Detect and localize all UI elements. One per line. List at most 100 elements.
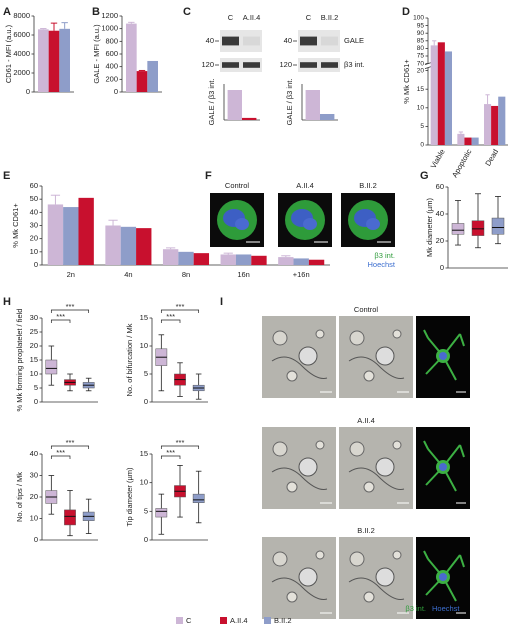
bar — [235, 254, 252, 265]
mw-marker: 120 — [279, 60, 292, 69]
blot-strip — [220, 30, 262, 52]
blot-band — [300, 62, 317, 68]
y-axis-label: Mk diameter (µm) — [425, 198, 434, 257]
y-tick-label: 20 — [30, 341, 38, 350]
y-axis-label: CD61 - MFI (a.u.) — [4, 24, 13, 83]
significance-label: *** — [176, 438, 185, 447]
panel-label: C — [183, 6, 191, 18]
micrograph — [277, 192, 333, 248]
y-tick-label: 90 — [417, 30, 425, 37]
lane-label: B.II.2 — [321, 13, 339, 22]
micrograph — [340, 192, 396, 248]
y-tick-label: 800 — [105, 36, 118, 45]
panel-label: B — [92, 6, 100, 18]
micrograph — [261, 315, 337, 399]
bar — [444, 51, 452, 145]
y-tick-label: 5 — [144, 506, 148, 515]
micrograph — [338, 536, 414, 620]
micrograph — [209, 192, 265, 248]
mw-marker: 40 — [284, 36, 292, 45]
y-tick-label: 0 — [34, 260, 38, 269]
x-tick-label: +16n — [293, 270, 310, 279]
micrograph — [338, 426, 414, 510]
blot-band — [243, 62, 260, 68]
y-axis-label: No. of tips / Mk — [15, 472, 24, 522]
y-tick-label: 15 — [140, 313, 148, 322]
panel-label: I — [220, 296, 223, 308]
blot-band — [222, 36, 239, 46]
y-tick-label: 20 — [30, 492, 38, 501]
bar — [278, 257, 294, 265]
y-tick-label: 5 — [34, 383, 38, 392]
y-tick-label: 70 — [417, 60, 425, 67]
significance-bracket — [160, 445, 200, 449]
x-tick-label: 2n — [67, 270, 75, 279]
x-tick-label: 4n — [124, 270, 132, 279]
bar — [47, 204, 64, 265]
panel-label: A — [3, 6, 11, 18]
blot-band — [243, 36, 260, 46]
band-label: GALE — [344, 36, 364, 45]
legend-swatch — [176, 617, 183, 624]
micrograph — [261, 426, 337, 510]
y-tick-label: 30 — [30, 220, 38, 229]
bar — [120, 226, 137, 265]
bar — [105, 225, 121, 265]
y-axis-label: % Mk CD61+ — [11, 203, 20, 248]
image-title: A.II.4 — [296, 181, 314, 190]
panel-label: E — [3, 170, 10, 182]
y-tick-label: 40 — [30, 207, 38, 216]
stain-label: β3 int. — [405, 604, 426, 613]
significance-label: *** — [66, 438, 75, 447]
y-tick-label: 0 — [144, 535, 148, 544]
blot-band — [222, 62, 239, 68]
bar — [220, 254, 236, 265]
significance-label: *** — [56, 448, 65, 457]
box — [451, 223, 465, 235]
y-tick-label: 0 — [34, 397, 38, 406]
band-label: β3 int. — [344, 60, 365, 69]
y-tick-label: 0 — [440, 263, 444, 272]
y-tick-label: 4000 — [13, 49, 30, 58]
bar — [308, 259, 325, 265]
legend-label: B.II.2 — [274, 616, 292, 625]
row-title: Control — [354, 305, 379, 314]
legend-swatch — [264, 617, 271, 624]
y-axis-label: GALE / β3 int. — [207, 79, 216, 126]
significance-label: *** — [166, 448, 175, 457]
y-tick-label: 10 — [30, 247, 38, 256]
lane-label: C — [228, 13, 234, 22]
bar — [457, 133, 465, 145]
y-tick-label: 10 — [140, 478, 148, 487]
bar — [59, 28, 70, 92]
bar — [63, 207, 79, 265]
image-title: Control — [225, 181, 250, 190]
box — [192, 493, 205, 503]
significance-label: *** — [166, 312, 175, 321]
significance-bracket — [50, 309, 90, 313]
y-tick-label: 600 — [105, 49, 118, 58]
stain-label: β3 int. — [374, 251, 395, 260]
blot-strip — [298, 58, 340, 72]
y-tick-label: 0 — [420, 142, 424, 149]
y-tick-label: 6000 — [13, 30, 30, 39]
y-tick-label: 1000 — [101, 24, 118, 33]
row-title: B.II.2 — [357, 526, 375, 535]
blot-strip — [220, 58, 262, 72]
y-tick-label: 10 — [417, 105, 425, 112]
y-tick-label: 400 — [105, 62, 118, 71]
bar — [471, 137, 479, 145]
y-tick-label: 20 — [436, 236, 444, 245]
y-tick-label: 10 — [30, 369, 38, 378]
y-tick-label: 50 — [30, 194, 38, 203]
bar — [293, 258, 309, 265]
bar — [464, 137, 472, 145]
y-tick-label: 0 — [114, 87, 118, 96]
x-tick-label: Dead — [483, 147, 500, 167]
micrograph — [338, 315, 414, 399]
lane-label: A.II.4 — [243, 13, 261, 22]
lane-label: C — [306, 13, 312, 22]
x-tick-label: Apoptotic — [450, 147, 474, 179]
bar — [305, 90, 320, 120]
row-title: A.II.4 — [357, 416, 375, 425]
